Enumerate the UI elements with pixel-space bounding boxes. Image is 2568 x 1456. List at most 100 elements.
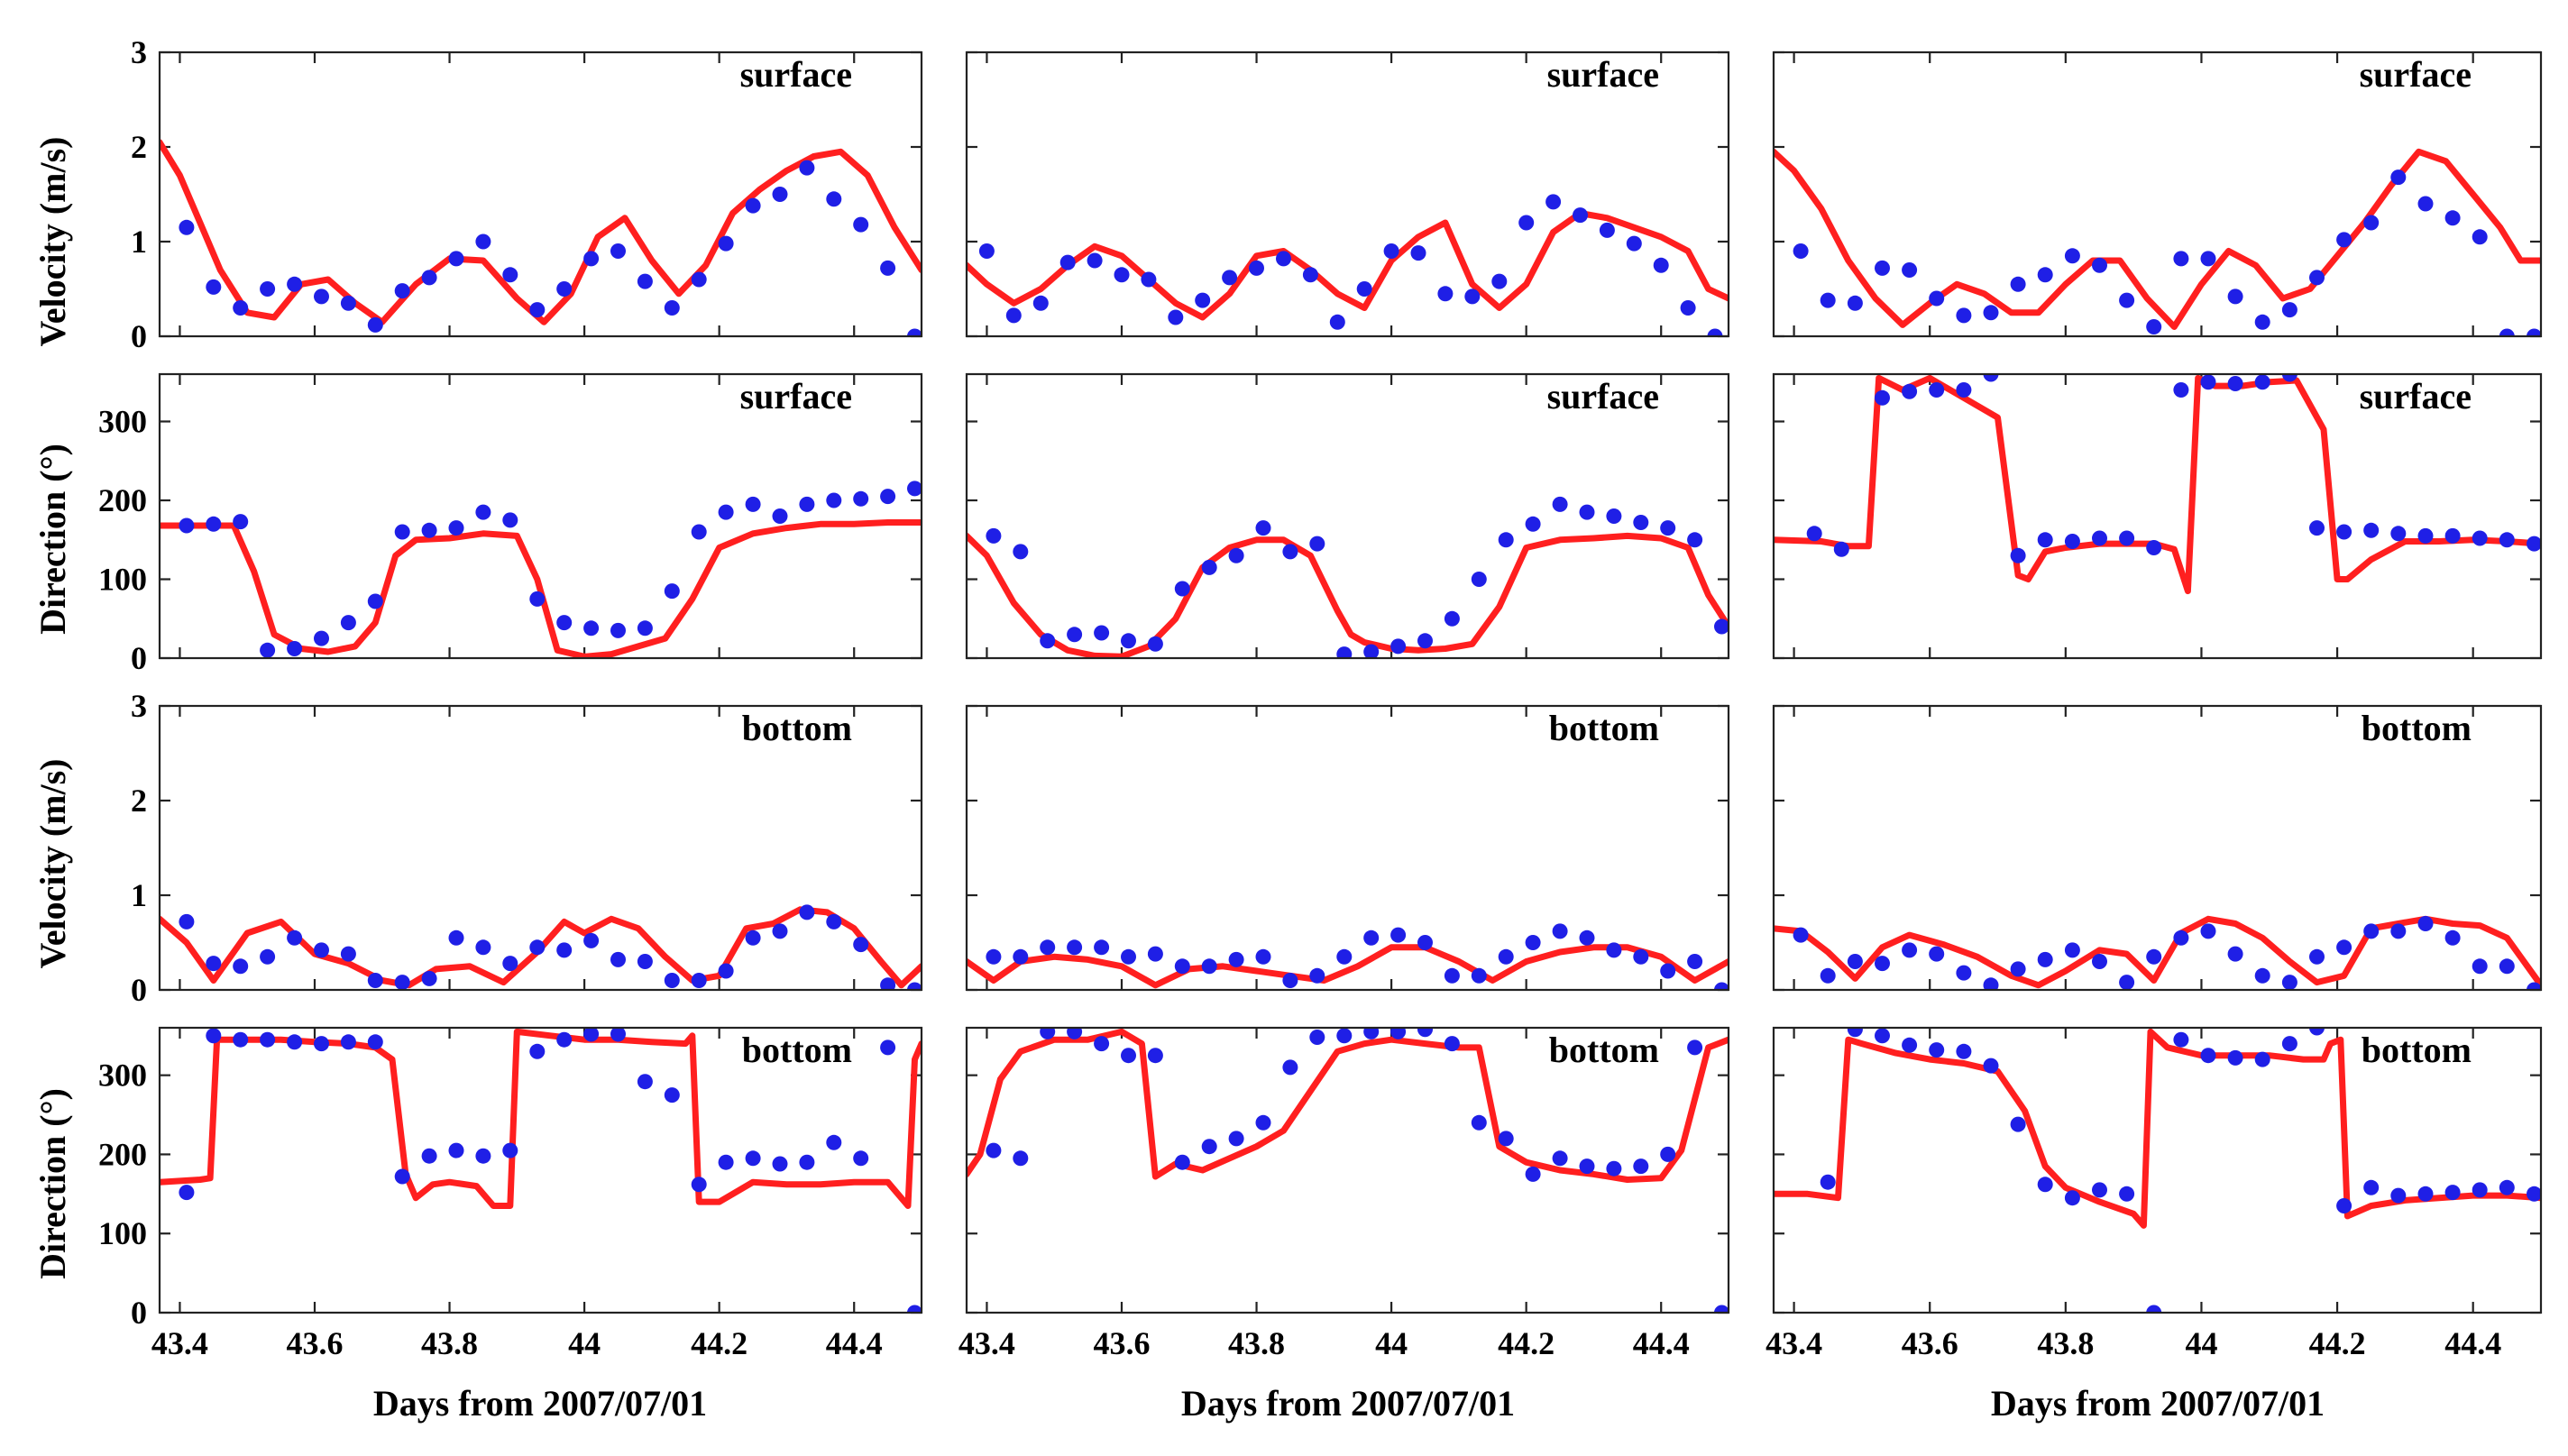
obs-point-r4c3 (2309, 1028, 2325, 1036)
obs-point-r3c2 (1444, 967, 1460, 984)
panel-frame-r2c1 (158, 372, 923, 660)
obs-point-r2c2 (1660, 520, 1676, 536)
obs-point-r1c1 (718, 235, 734, 252)
obs-point-r4c2 (1444, 1036, 1460, 1052)
obs-point-r1c1 (367, 316, 383, 333)
obs-point-r1c1 (556, 281, 573, 297)
obs-point-r2c1 (421, 522, 437, 538)
panel-r4c2: 43.4 43.6 43.8 44 44.2 44.4 bottom (958, 1026, 1730, 1361)
model-line-r1c2 (967, 210, 1729, 321)
obs-point-r4c2 (1174, 1154, 1190, 1170)
obs-point-r4c3 (2390, 1187, 2407, 1204)
obs-point-r3c2 (1040, 939, 1056, 956)
obs-point-r1c3 (2254, 314, 2270, 330)
obs-point-r2c3 (2010, 547, 2026, 563)
obs-point-r4c1 (421, 1148, 437, 1164)
obs-point-r4c3 (1847, 1028, 1863, 1038)
obs-point-r4c2 (1201, 1139, 1217, 1155)
obs-point-r3c1 (367, 973, 383, 988)
y-tick-label-r4c1: 300 (98, 1058, 147, 1094)
obs-point-r2c3 (2092, 530, 2107, 546)
obs-point-r4c3 (2444, 1185, 2461, 1201)
x-tick-label-r4c2: 43.6 (1093, 1325, 1150, 1361)
obs-point-r3c1 (718, 963, 734, 979)
obs-point-r1c3 (1983, 305, 1999, 321)
x-tick-label-r4c2: 44.4 (1633, 1325, 1690, 1361)
plot-area-r1c3 (1774, 148, 2541, 336)
obs-point-r1c3 (2390, 169, 2407, 186)
annotation-r3c1: bottom (742, 708, 852, 748)
y-tick-label-r2c1: 100 (98, 562, 147, 598)
obs-point-r2c2 (1040, 633, 1056, 649)
obs-point-r2c3 (2417, 527, 2434, 544)
x-axis-label-col-1: Days from 2007/07/01 (373, 1383, 707, 1424)
obs-point-r1c2 (1707, 328, 1723, 336)
obs-point-r2c2 (1309, 536, 1325, 552)
y-axis-label-row-4: Direction (°) (32, 1088, 73, 1279)
obs-point-r1c1 (179, 219, 195, 235)
obs-point-r1c3 (1956, 307, 1972, 324)
obs-point-r3c1 (772, 923, 788, 939)
obs-point-r1c2 (1545, 194, 1562, 210)
obs-point-r2c2 (1282, 544, 1298, 560)
obs-point-r3c2 (1579, 929, 1595, 946)
obs-point-r1c2 (1464, 288, 1481, 305)
obs-point-r4c2 (1282, 1059, 1298, 1076)
obs-point-r2c1 (367, 593, 383, 609)
obs-point-r4c1 (691, 1177, 707, 1193)
annotation-r2c1: surface (740, 376, 852, 417)
obs-point-r3c2 (1201, 958, 1217, 975)
obs-point-r4c3 (2092, 1182, 2107, 1198)
obs-point-r2c3 (1956, 382, 1972, 398)
obs-point-r4c2 (1309, 1030, 1325, 1045)
obs-point-r2c2 (1714, 618, 1729, 635)
obs-point-r2c3 (2444, 527, 2461, 544)
obs-point-r3c2 (1363, 929, 1380, 946)
obs-point-r1c1 (907, 328, 922, 336)
annotation-r4c2: bottom (1549, 1030, 1659, 1070)
plot-area-r4c2 (967, 1028, 1729, 1313)
obs-point-r3c3 (1820, 967, 1836, 984)
obs-point-r1c2 (1249, 260, 1264, 276)
obs-point-r3c3 (2336, 939, 2352, 956)
obs-point-r1c2 (1222, 270, 1238, 286)
obs-point-r2c1 (179, 517, 195, 534)
obs-point-r4c2 (1498, 1131, 1514, 1147)
obs-point-r3c2 (1147, 946, 1163, 962)
obs-point-r2c2 (1606, 508, 1622, 524)
obs-point-r1c3 (2173, 251, 2189, 267)
obs-point-r4c2 (1121, 1048, 1136, 1064)
y-tick-label-r1c1: 0 (131, 318, 147, 354)
obs-point-r4c2 (1094, 1036, 1110, 1052)
obs-point-r4c2 (1417, 1028, 1433, 1038)
obs-point-r1c2 (978, 243, 995, 259)
obs-point-r1c2 (1626, 235, 1642, 252)
obs-point-r3c1 (610, 951, 626, 967)
obs-point-r2c1 (583, 620, 600, 636)
obs-point-r4c3 (2146, 1305, 2162, 1313)
obs-point-r3c2 (1498, 948, 1514, 965)
obs-point-r3c1 (853, 937, 869, 953)
obs-point-r4c3 (2119, 1186, 2135, 1202)
obs-point-r4c3 (1956, 1043, 1972, 1059)
obs-point-r3c2 (1255, 948, 1271, 965)
obs-point-r2c1 (826, 492, 842, 508)
obs-point-r2c3 (1833, 541, 1849, 557)
x-tick-label-r4c2: 44.2 (1498, 1325, 1555, 1361)
panel-r2c1: 0 100 200 300 surface (98, 372, 923, 676)
obs-point-r1c2 (1573, 207, 1588, 224)
obs-point-r4c3 (2363, 1179, 2380, 1195)
obs-point-r2c1 (745, 496, 761, 512)
obs-point-r1c2 (1276, 251, 1291, 267)
panel-frame-r1c2 (965, 50, 1730, 338)
x-tick-label-r4c3: 44.4 (2444, 1325, 2501, 1361)
obs-point-r1c3 (2281, 302, 2297, 318)
obs-point-r4c2 (1040, 1028, 1056, 1039)
obs-point-r4c1 (448, 1142, 464, 1158)
obs-point-r2c2 (1228, 547, 1244, 563)
obs-point-r3c1 (745, 929, 761, 946)
obs-point-r3c1 (502, 956, 518, 972)
obs-point-r3c1 (826, 913, 842, 929)
plot-area-r2c3 (1774, 374, 2541, 595)
